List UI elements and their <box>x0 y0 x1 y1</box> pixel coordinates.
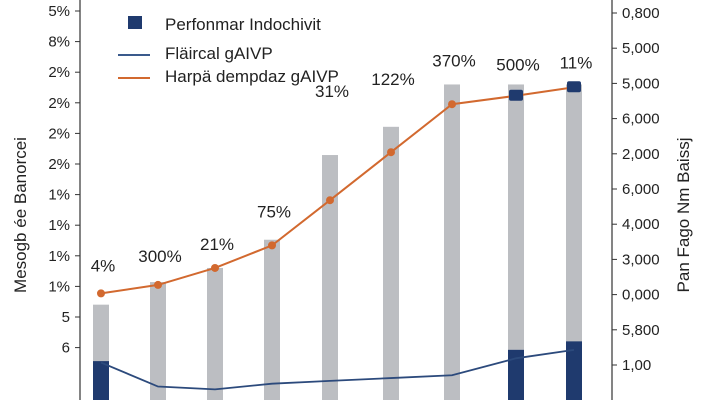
legend-label-3: Harpä dempdaz gAIVP <box>165 67 339 86</box>
bar-grey-2 <box>150 282 166 400</box>
bar-navy-1 <box>93 361 109 400</box>
left-tick-label-9: 1% <box>48 248 70 265</box>
right-tick-label-5: 2,000 <box>622 146 660 163</box>
left-tick-label-3: 2% <box>48 64 70 81</box>
orange-point-3 <box>211 263 219 272</box>
right-tick-label-6: 6,000 <box>622 181 660 198</box>
right-tick-label-3: 5,000 <box>622 75 660 92</box>
data-label-3: 21% <box>200 235 234 254</box>
left-tick-label-1: 5% <box>48 3 70 20</box>
data-label-1: 4% <box>91 256 116 275</box>
bar-navy-9 <box>566 341 582 400</box>
data-label-7: 370% <box>432 51 475 70</box>
left-tick-label-10: 1% <box>48 278 70 295</box>
left-tick-label-5: 2% <box>48 125 70 142</box>
right-tick-label-7: 4,000 <box>622 216 660 233</box>
bar-grey-9 <box>566 84 582 400</box>
right-axis-title: Pan Fago Nm Baissj <box>674 138 693 293</box>
orange-point-1 <box>97 289 105 298</box>
data-label-2: 300% <box>138 247 181 266</box>
data-label-5: 31% <box>315 82 349 101</box>
data-label-6: 122% <box>371 70 414 89</box>
right-tick-label-9: 0,000 <box>622 287 660 304</box>
data-label-4: 75% <box>257 203 291 222</box>
left-axis-title: Mesogb ée Banorcei <box>11 137 30 293</box>
orange-point-5 <box>326 196 334 205</box>
legend-label-2: Fläircal gAIVP <box>165 44 273 63</box>
bar-grey-7 <box>444 84 460 400</box>
bar-grey-5 <box>322 155 338 400</box>
bar-grey-6 <box>383 126 399 400</box>
left-tick-label-6: 2% <box>48 156 70 173</box>
bar-grey-3 <box>207 267 223 400</box>
left-tick-label-2: 8% <box>48 34 70 51</box>
right-tick-label-8: 3,000 <box>622 251 660 268</box>
data-label-8: 500% <box>496 55 539 74</box>
bar-navy-8 <box>508 349 524 400</box>
left-axis-ticks: 5% 8% 2% 2% 2% 2% 1% 1% 1% 1% 5 6 <box>48 3 80 357</box>
left-tick-label-7: 1% <box>48 187 70 204</box>
left-tick-label-4: 2% <box>48 95 70 112</box>
right-tick-label-1: 0,800 <box>622 5 660 22</box>
right-tick-label-11: 1,00 <box>622 357 651 374</box>
orange-point-4 <box>268 241 276 250</box>
bar-grey-4 <box>264 239 280 400</box>
navy-series-line <box>100 348 575 391</box>
right-tick-label-4: 6,000 <box>622 111 660 128</box>
legend: Perfonmar Indochivit Fläircal gAIVP Harp… <box>118 15 339 86</box>
legend-marker-icon <box>128 16 142 29</box>
orange-point-6 <box>387 148 395 157</box>
left-tick-label-11: 5 <box>62 309 70 326</box>
legend-label-1: Perfonmar Indochivit <box>165 15 321 34</box>
data-label-9: 11% <box>560 53 593 72</box>
left-tick-label-8: 1% <box>48 217 70 234</box>
orange-point-marker-9 <box>567 81 581 93</box>
orange-point-7 <box>448 100 456 109</box>
bar-layer <box>93 84 582 400</box>
right-tick-label-2: 5,000 <box>622 40 660 57</box>
right-tick-label-10: 5,800 <box>622 322 660 339</box>
bar-grey-8 <box>508 84 524 400</box>
data-label-layer: 4% 300% 21% 75% 31% 122% 370% 500% 11% <box>91 51 593 275</box>
line-layer <box>97 81 581 391</box>
left-tick-label-12: 6 <box>62 340 70 357</box>
orange-point-marker-8 <box>509 89 523 101</box>
orange-point-2 <box>154 280 162 289</box>
right-axis-ticks: 0,800 5,000 5,000 6,000 2,000 6,000 4,000 3,000… <box>612 5 660 374</box>
